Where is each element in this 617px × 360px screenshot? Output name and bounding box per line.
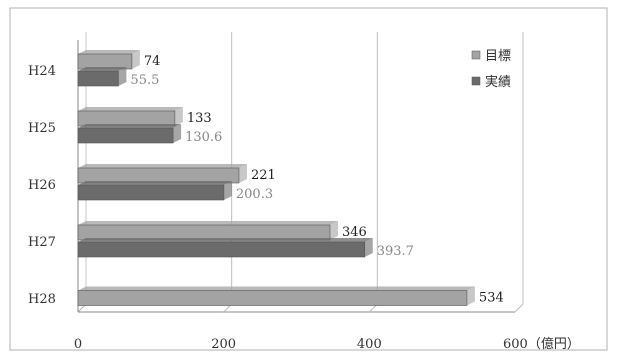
x-tick-label: 600（億円） (503, 336, 580, 352)
category-label: H27 (28, 235, 56, 250)
bar-target-end (238, 164, 247, 183)
bar-target-top (78, 221, 339, 225)
bar-actual-top (78, 238, 373, 242)
bar-actual (77, 70, 119, 87)
bar-actual-end (223, 181, 232, 200)
bar-actual (77, 184, 225, 201)
legend-label: 実績 (485, 74, 511, 90)
bar-target-top (78, 50, 140, 54)
value-label-actual: 200.3 (236, 187, 273, 202)
bar-target (77, 167, 240, 184)
value-label-actual: 393.7 (377, 244, 414, 259)
x-tick-label: 0 (74, 337, 82, 352)
bar-target-end (131, 50, 140, 69)
value-label-actual: 55.5 (130, 73, 159, 88)
bar-actual-end (118, 67, 127, 86)
bar-target-top (78, 164, 247, 168)
bar-target (77, 110, 176, 127)
legend-swatch (471, 50, 481, 60)
bar-target-end (330, 221, 339, 240)
value-label-target: 534 (479, 291, 504, 306)
value-label-target: 346 (342, 225, 367, 240)
value-label-target: 221 (251, 168, 276, 183)
bar-actual (77, 127, 174, 144)
legend-swatch (471, 76, 481, 86)
bar-target (77, 290, 468, 306)
bar-actual-end (173, 124, 182, 143)
bar-actual (77, 241, 366, 258)
category-label: H25 (28, 121, 56, 136)
bar-target (77, 53, 133, 70)
category-label: H28 (28, 292, 56, 307)
bar-target-end (174, 107, 183, 126)
bar-actual-top (78, 67, 127, 71)
bar-actual-end (364, 238, 373, 257)
bar-target (77, 224, 331, 241)
outer-border (9, 7, 608, 351)
value-label-target: 74 (144, 54, 161, 69)
value-label-target: 133 (187, 111, 212, 126)
bar-actual-top (78, 181, 232, 185)
x-tick-label: 400 (357, 337, 382, 352)
category-label: H24 (28, 64, 56, 79)
bars (77, 50, 475, 306)
gridline-floor (514, 303, 524, 313)
bar-actual-top (78, 124, 182, 128)
bar-target-top (78, 286, 475, 291)
x-tick-label: 200 (211, 337, 236, 352)
labels: 0 200 400 600（億円） H24 74 55.5 H25 133 130.6 H26 221… (28, 54, 580, 352)
value-label-actual: 130.6 (185, 130, 222, 145)
bar-target-end (466, 286, 475, 306)
bar-target-top (78, 107, 183, 111)
legend-label: 目標 (485, 49, 511, 64)
category-label: H26 (28, 178, 56, 193)
